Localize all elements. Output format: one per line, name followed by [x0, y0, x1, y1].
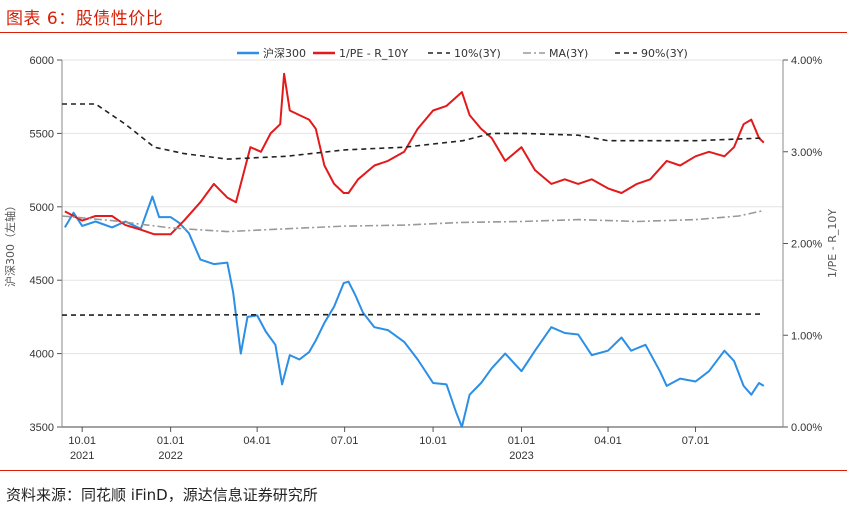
y-left-tick-label: 5500 — [30, 128, 54, 140]
series-layer — [61, 72, 765, 428]
series-line-90-3y — [62, 103, 764, 160]
figure-title: 图表 6：股债性价比 — [6, 9, 164, 29]
y-left-tick-label: 4000 — [30, 349, 54, 361]
x-tick-label: 04.01 — [243, 435, 271, 447]
x-tick-year-label: 2023 — [509, 450, 533, 462]
y-left-tick-label: 3500 — [30, 422, 54, 434]
source-divider — [0, 470, 847, 471]
legend-label: 沪深300 — [263, 46, 306, 60]
y-right-tick-label: 2.00% — [791, 239, 822, 251]
legend-label: 1/PE - R_10Y — [339, 47, 408, 60]
x-tick-label: 01.01 — [157, 435, 185, 447]
x-tick-year-label: 2022 — [158, 450, 182, 462]
y-right-tick-label: 3.00% — [791, 147, 822, 159]
title-divider — [0, 32, 847, 33]
legend-label: 90%(3Y) — [641, 47, 688, 60]
y-left-tick-label: 5000 — [30, 202, 54, 214]
grid-layer — [62, 59, 783, 428]
series-line-ma-3y — [61, 209, 764, 233]
x-tick-label: 01.01 — [508, 435, 536, 447]
y-right-tick-label: 4.00% — [791, 55, 822, 67]
legend: 沪深300 1/PE - R_10Y 10%(3Y) MA(3Y) 90%(3Y) — [237, 46, 688, 60]
series-line-300 — [64, 195, 765, 428]
x-tick-label: 07.01 — [682, 435, 710, 447]
x-tick-label: 07.01 — [331, 435, 359, 447]
y-left-axis-title: 沪深300（左轴） — [3, 200, 17, 287]
y-left-tick-label: 6000 — [30, 55, 54, 67]
series-line-10-3y — [61, 313, 764, 316]
legend-label: MA(3Y) — [549, 47, 588, 60]
figure-source: 资料来源：同花顺 iFinD，源达信息证券研究所 — [6, 486, 318, 504]
x-tick-label: 10.01 — [68, 435, 96, 447]
x-tick-label: 10.01 — [419, 435, 447, 447]
x-tick-year-label: 2021 — [70, 450, 94, 462]
x-tick-label: 04.01 — [594, 435, 622, 447]
series-line-1-pe-r-10y — [64, 72, 765, 236]
stock-bond-value-chart: 3500 4000 4500 5000 5500 6000 0.00% 1.00% 2.00% 3… — [3, 46, 839, 462]
y-right-tick-label: 1.00% — [791, 330, 822, 342]
y-right-tick-label: 0.00% — [791, 422, 822, 434]
axis-layer: 3500 4000 4500 5000 5500 6000 0.00% 1.00% 2.00% 3… — [30, 55, 823, 462]
legend-label: 10%(3Y) — [454, 47, 501, 60]
y-right-axis-title: 1/PE - R_10Y — [826, 209, 839, 278]
y-left-tick-label: 4500 — [30, 275, 54, 287]
